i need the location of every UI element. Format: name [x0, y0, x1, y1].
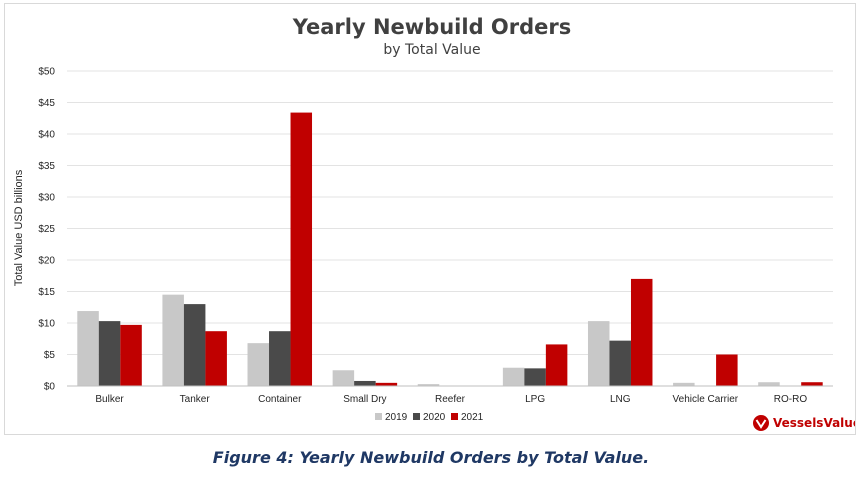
bar-2021-7 [716, 354, 738, 386]
x-tick-label: Bulker [95, 394, 124, 405]
bar-2020-2 [269, 331, 291, 386]
chart-subtitle: by Total Value [383, 42, 480, 58]
legend-swatch [413, 413, 420, 420]
y-tick-label: $20 [38, 256, 55, 267]
bar-2021-2 [290, 112, 313, 386]
bar-2021-3 [375, 382, 398, 386]
bar-2021-5 [545, 344, 568, 386]
chart-frame: Yearly Newbuild Orders by Total Value $0… [4, 3, 856, 435]
legend-swatch [451, 413, 458, 420]
bar-2019-0 [77, 311, 99, 386]
bar-2020-6 [609, 340, 631, 386]
bar-2019-3 [332, 370, 355, 386]
x-tick-label: Small Dry [343, 394, 386, 405]
bar-2020-0 [98, 321, 121, 386]
x-axis-ticks: Bulker Tanker Container Small Dry Reefer LPG L… [95, 394, 807, 405]
y-tick-label: $30 [38, 193, 55, 204]
logo-mark-icon [753, 415, 769, 431]
x-tick-label: LPG [525, 394, 545, 405]
vesselsvalue-logo: VesselsValue [753, 415, 855, 431]
bar-chart: Yearly Newbuild Orders by Total Value $0… [13, 15, 855, 431]
bar-2020-5 [524, 368, 546, 386]
legend-label: 2019 [385, 412, 408, 423]
bar-2019-7 [673, 382, 695, 386]
y-tick-label: $5 [44, 350, 56, 361]
bar-2019-8 [758, 382, 780, 386]
bar-2021-6 [630, 278, 653, 386]
bar-2019-2 [247, 343, 270, 386]
bar-2019-1 [162, 294, 184, 386]
bar-2020-3 [354, 380, 376, 386]
bar-2019-4 [417, 384, 440, 386]
y-tick-label: $50 [38, 67, 55, 78]
y-axis-title: Total Value USD billions [13, 169, 25, 286]
x-tick-label: RO-RO [774, 394, 808, 405]
bar-2020-1 [183, 304, 206, 386]
brand-name: VesselsValue [773, 416, 855, 430]
y-tick-label: $35 [38, 161, 55, 172]
bar-2019-6 [587, 321, 610, 386]
bar-2019-5 [502, 367, 525, 386]
logo-check-icon [755, 419, 767, 429]
y-tick-label: $0 [44, 382, 56, 393]
legend-label: 2021 [461, 412, 484, 423]
bar-2021-8 [801, 382, 823, 386]
legend: 2019 2020 2021 [375, 412, 484, 423]
x-tick-label: LNG [610, 394, 631, 405]
x-tick-label: Container [258, 394, 302, 405]
x-tick-label: Tanker [180, 394, 211, 405]
figure-caption: Figure 4: Yearly Newbuild Orders by Tota… [212, 448, 650, 467]
x-tick-label: Reefer [435, 394, 466, 405]
y-axis-ticks: $0 $5 $10 $15 $20 $25 $30 $35 $40 $45 $50 [38, 67, 55, 393]
y-tick-label: $10 [38, 319, 55, 330]
bar-2021-1 [205, 331, 227, 386]
chart-title: Yearly Newbuild Orders [292, 15, 572, 39]
legend-swatch [375, 413, 382, 420]
bars [77, 112, 823, 386]
legend-label: 2020 [423, 412, 446, 423]
bar-2021-0 [120, 324, 142, 386]
y-tick-label: $45 [38, 98, 55, 109]
y-tick-label: $40 [38, 130, 55, 141]
x-tick-label: Vehicle Carrier [673, 394, 739, 405]
y-tick-label: $15 [38, 287, 55, 298]
y-tick-label: $25 [38, 224, 55, 235]
